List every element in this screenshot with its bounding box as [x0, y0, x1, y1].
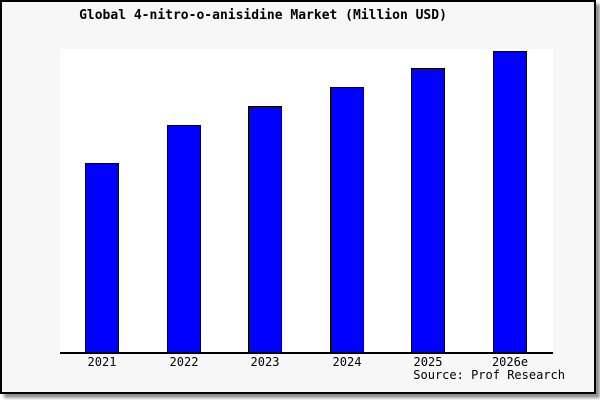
- bar-2021: [85, 163, 119, 352]
- x-tick-label-2024: 2024: [332, 355, 362, 369]
- x-tick-label-2026e: 2026e: [491, 355, 529, 369]
- bar-2023: [248, 106, 282, 352]
- bar-2022: [167, 125, 201, 352]
- x-tick-label-2021: 2021: [87, 355, 117, 369]
- x-tick-label-2023: 2023: [250, 355, 280, 369]
- x-tick-label-2022: 2022: [169, 355, 199, 369]
- source-note: Source: Prof Research: [413, 368, 565, 382]
- bar-2026e: [493, 51, 527, 352]
- chart-title: Global 4-nitro-o-anisidine Market (Milli…: [79, 8, 447, 23]
- x-tick-label-2025: 2025: [413, 355, 443, 369]
- chart-frame: Global 4-nitro-o-anisidine Market (Milli…: [0, 0, 596, 394]
- bar-2025: [411, 68, 445, 352]
- plot-area: [60, 49, 553, 354]
- bar-2024: [330, 87, 364, 352]
